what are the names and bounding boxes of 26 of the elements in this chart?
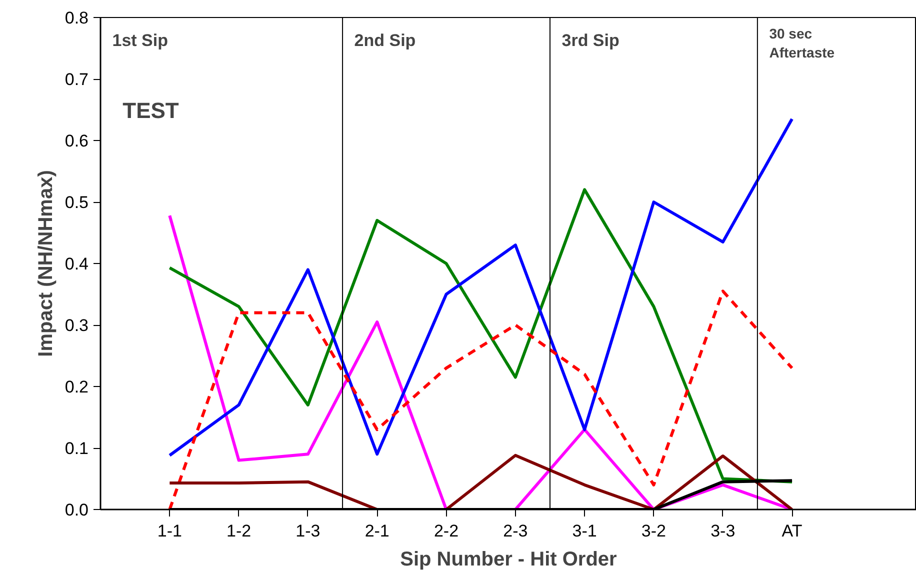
y-tick-label: 0.0 — [64, 500, 89, 520]
annotation: TEST — [122, 98, 180, 123]
x-tick-label: AT — [782, 522, 802, 540]
y-tick-label: 0.8 — [64, 8, 89, 28]
x-tick-label: 1-3 — [296, 522, 320, 540]
x-tick-label: 2-2 — [434, 522, 459, 540]
x-axis-title: Sip Number - Hit Order — [400, 548, 618, 570]
x-tick-label: 2-1 — [364, 522, 390, 540]
annotation: 3rd Sip — [562, 30, 620, 50]
y-tick-label: 0.7 — [64, 70, 89, 89]
annotation: 1st Sip — [112, 30, 168, 50]
x-tick-label: 2-3 — [503, 522, 528, 540]
y-tick-label: 0.2 — [64, 378, 89, 396]
y-tick-label: 0.4 — [64, 254, 89, 274]
y-tick-label: 0.3 — [64, 316, 89, 335]
annotation: 2nd Sip — [354, 30, 416, 50]
x-tick-label: 3-3 — [710, 522, 736, 540]
x-tick-label: 1-2 — [226, 522, 252, 540]
x-tick-label: 3-1 — [572, 522, 597, 540]
y-tick-label: 0.1 — [64, 439, 89, 458]
x-tick-label: 3-2 — [641, 522, 666, 540]
y-tick-label: 0.5 — [64, 193, 89, 212]
y-tick-label: 0.6 — [64, 132, 89, 150]
y-axis-title: Impact (NH/NHmax) — [34, 170, 57, 357]
x-tick-label: 1-1 — [157, 522, 182, 540]
annotation: 30 sec Aftertaste — [769, 25, 835, 61]
